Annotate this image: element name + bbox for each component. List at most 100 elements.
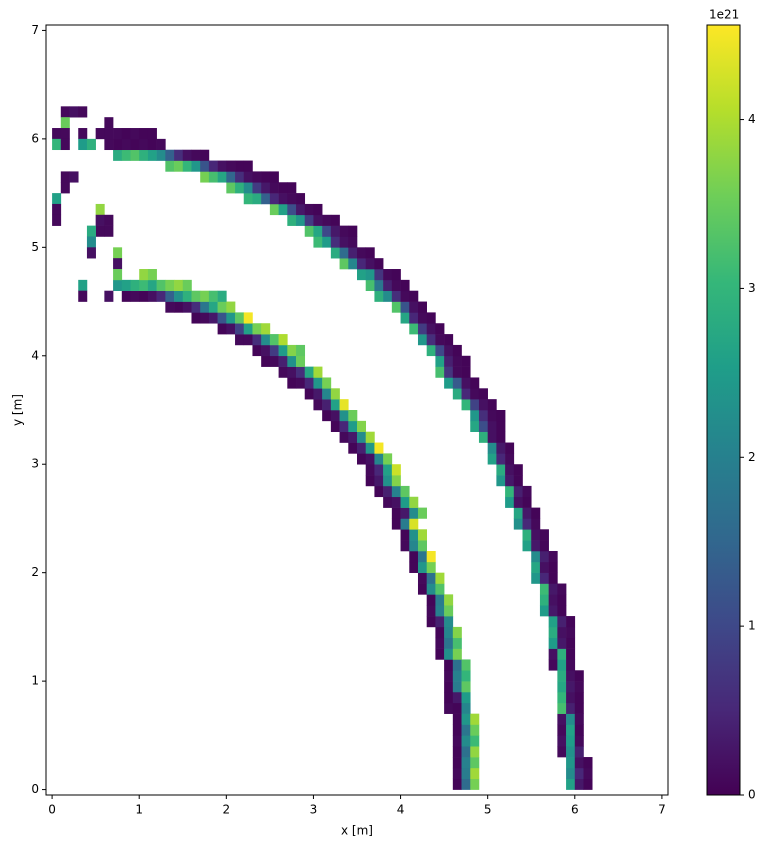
- heatmap-cell: [95, 128, 105, 140]
- heatmap-cell: [60, 117, 70, 129]
- heatmap-cell: [322, 410, 332, 422]
- colorbar-tick-label: 1: [748, 619, 756, 633]
- heatmap-cell: [435, 323, 445, 335]
- heatmap-cell: [156, 290, 166, 302]
- y-tick-label: 2: [31, 565, 39, 579]
- heatmap-cell: [374, 279, 384, 292]
- heatmap-cell: [531, 507, 541, 519]
- heatmap-cell: [452, 344, 462, 357]
- heatmap-cell: [426, 605, 436, 617]
- heatmap-cell: [243, 182, 253, 194]
- heatmap-cell: [452, 366, 462, 378]
- heatmap-cell: [574, 746, 584, 758]
- heatmap-cell: [104, 138, 114, 151]
- heatmap-cell: [496, 431, 506, 443]
- heatmap-cell: [322, 377, 332, 389]
- heatmap-cell: [357, 420, 367, 432]
- heatmap-cell: [78, 128, 88, 140]
- heatmap-cell: [296, 355, 306, 367]
- heatmap-cell: [426, 550, 436, 563]
- heatmap-cell: [539, 572, 549, 584]
- heatmap-cell: [365, 442, 375, 454]
- heatmap-cell: [496, 420, 506, 432]
- heatmap-cell: [426, 561, 436, 573]
- heatmap-cell: [539, 561, 549, 573]
- heatmap-cell: [78, 290, 88, 302]
- heatmap-cell: [470, 767, 480, 780]
- heatmap-cell: [513, 464, 523, 476]
- heatmap-cell: [452, 702, 462, 714]
- heatmap-cell: [426, 344, 436, 357]
- heatmap-cell: [531, 550, 541, 563]
- heatmap-cell: [409, 312, 419, 324]
- colorbar-tick-label: 4: [748, 112, 756, 126]
- heatmap-cell: [191, 149, 201, 161]
- heatmap-cell: [322, 225, 332, 237]
- plot-frame: [45, 24, 669, 796]
- heatmap-cell: [470, 399, 480, 411]
- heatmap-cell: [383, 475, 393, 487]
- heatmap-cell: [452, 681, 462, 693]
- heatmap-cell: [409, 561, 419, 573]
- heatmap-cell: [243, 312, 253, 324]
- heatmap-cell: [548, 637, 558, 649]
- heatmap-cell: [531, 518, 541, 530]
- heatmap-cell: [365, 431, 375, 443]
- heatmap-cell: [278, 182, 288, 194]
- heatmap-cell: [566, 691, 576, 704]
- heatmap-cell: [200, 171, 210, 183]
- heatmap-cell: [287, 182, 297, 194]
- heatmap-cell: [269, 182, 279, 194]
- heatmap-cell: [348, 410, 358, 422]
- heatmap-cell: [86, 247, 96, 259]
- heatmap-cell: [252, 171, 262, 183]
- heatmap-cell: [60, 106, 70, 118]
- heatmap-cell: [104, 225, 114, 237]
- heatmap-cell: [426, 572, 436, 584]
- heatmap-cell: [313, 377, 323, 389]
- heatmap-cell: [409, 540, 419, 552]
- heatmap-cell: [69, 106, 79, 118]
- heatmap-cell: [121, 149, 131, 161]
- heatmap-cell: [557, 735, 567, 747]
- heatmap-cell: [95, 214, 105, 226]
- heatmap-cell: [574, 778, 584, 790]
- heatmap-cell: [304, 366, 314, 378]
- heatmap-cell: [261, 171, 271, 183]
- heatmap-cell: [313, 225, 323, 237]
- heatmap-cell: [426, 334, 436, 346]
- heatmap-cell: [269, 203, 279, 216]
- heatmap-cell: [487, 410, 497, 422]
- heatmap-cell: [557, 605, 567, 617]
- heatmap-cell: [208, 171, 218, 183]
- heatmap-cell: [539, 583, 549, 595]
- heatmap-cell: [470, 410, 480, 422]
- heatmap-cell: [348, 247, 358, 259]
- y-axis-label: y [m]: [11, 394, 25, 426]
- heatmap-cell: [461, 746, 471, 758]
- heatmap-cell: [522, 507, 532, 519]
- heatmap-cell: [444, 626, 454, 639]
- heatmap-cell: [452, 377, 462, 389]
- heatmap-cell: [461, 735, 471, 747]
- heatmap-cell: [409, 507, 419, 519]
- heatmap-cell: [539, 550, 549, 563]
- heatmap-cell: [461, 681, 471, 693]
- y-tick-label: 1: [31, 674, 39, 688]
- heatmap-cell: [426, 323, 436, 335]
- heatmap-cell: [391, 301, 401, 313]
- heatmap-cell: [470, 757, 480, 769]
- heatmap-cell: [400, 496, 410, 508]
- heatmap-cell: [548, 616, 558, 628]
- heatmap-cell: [566, 713, 576, 725]
- heatmap-cell: [557, 616, 567, 628]
- heatmap-cell: [383, 269, 393, 281]
- heatmap-cell: [417, 550, 427, 563]
- colorbar: [706, 24, 741, 796]
- heatmap-cell: [470, 420, 480, 432]
- heatmap-cell: [121, 128, 131, 140]
- heatmap-cell: [60, 138, 70, 151]
- heatmap-cell: [461, 377, 471, 389]
- colorbar-offset-label: 1e21: [709, 8, 739, 22]
- heatmap-cell: [208, 160, 218, 172]
